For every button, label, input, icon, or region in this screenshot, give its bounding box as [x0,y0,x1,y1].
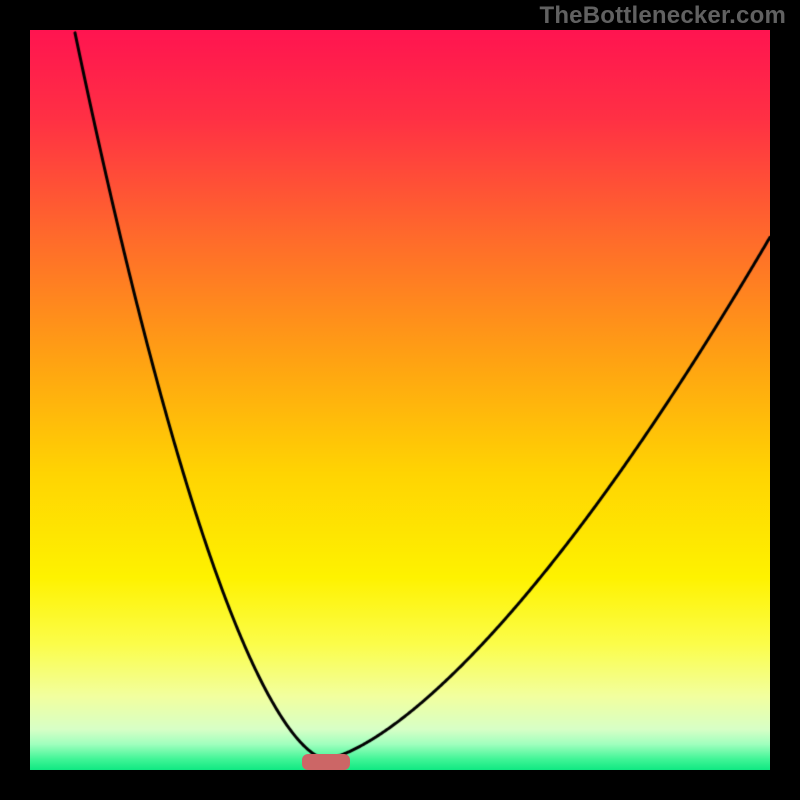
bottleneck-curve [30,30,770,770]
plot-area [30,30,770,770]
bottleneck-marker [302,754,350,770]
watermark-text: TheBottlenecker.com [539,2,786,30]
